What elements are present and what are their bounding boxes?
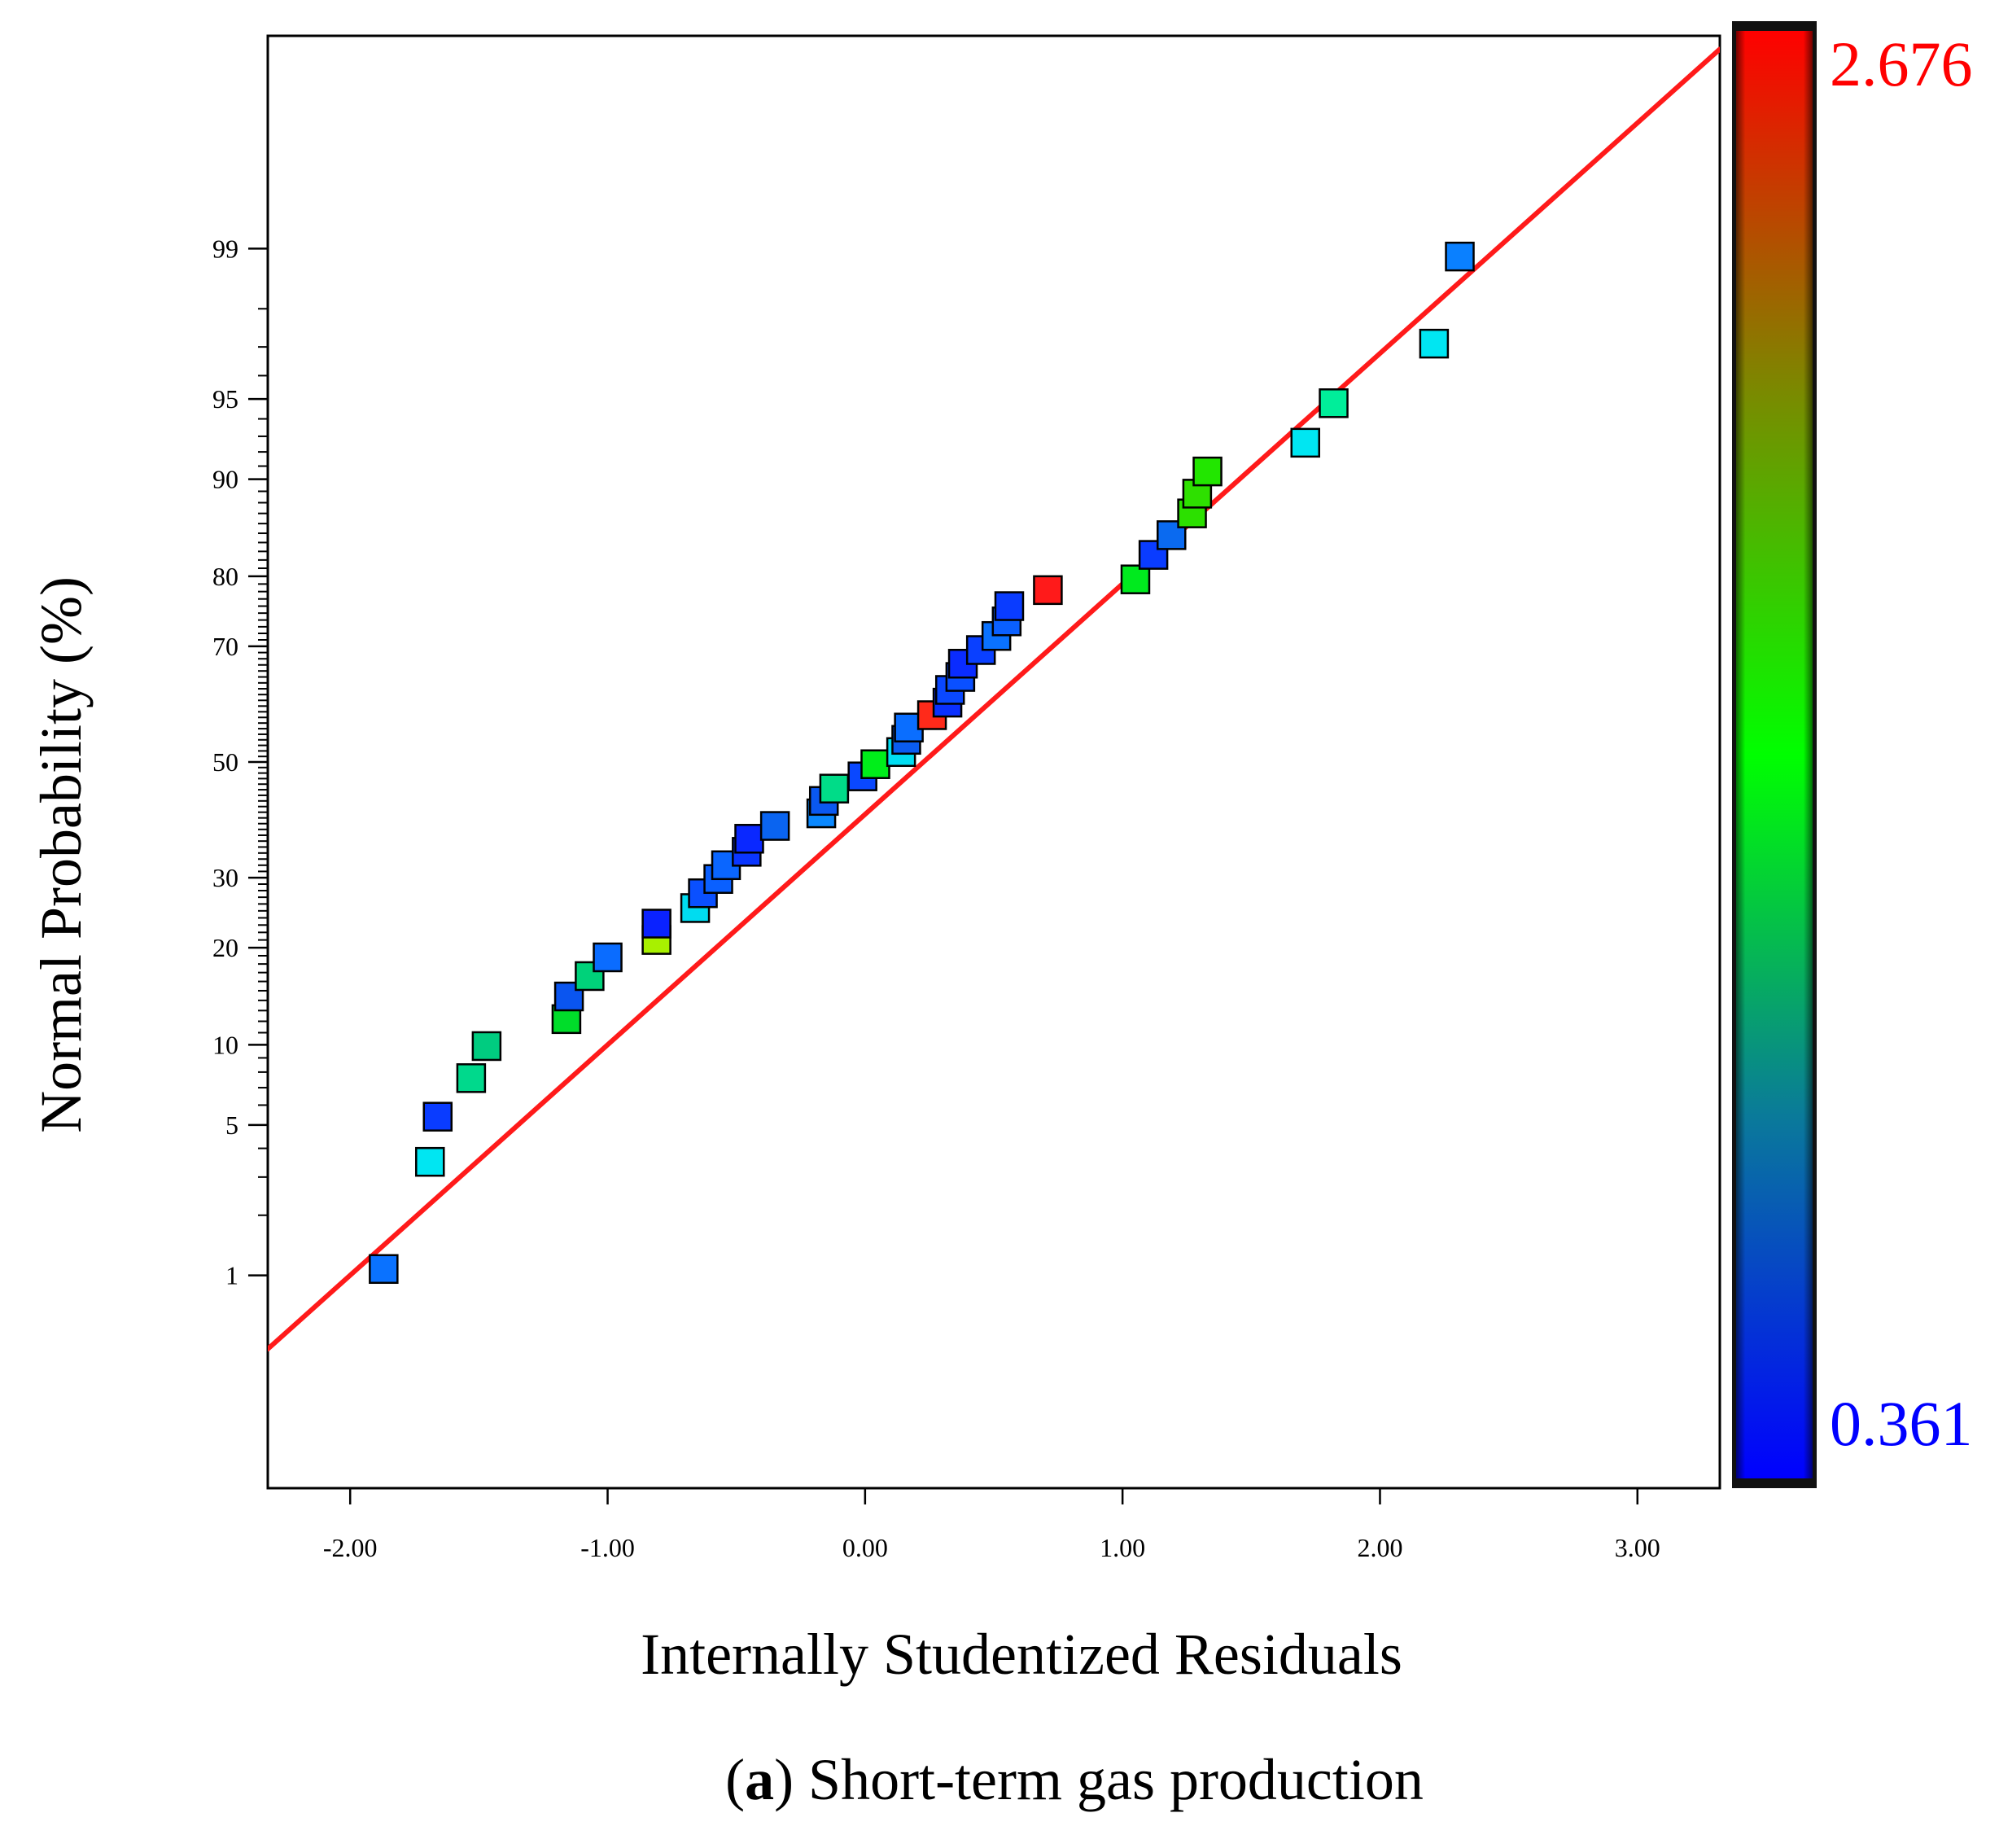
- y-tick-label: 99: [212, 234, 238, 263]
- data-point: [415, 1146, 445, 1177]
- data-point: [1290, 427, 1320, 458]
- y-tick-label: 30: [212, 863, 238, 892]
- y-tick-label: 50: [212, 747, 238, 777]
- data-point: [641, 909, 671, 939]
- x-axis-ticks: -2.00 -1.00 0.00 1.00 2.00 3.00: [323, 1488, 1660, 1562]
- x-tick-label: -2.00: [323, 1533, 378, 1562]
- data-point: [471, 1031, 502, 1062]
- colorbar: 2.676 0.361: [1732, 21, 1973, 1488]
- plot-frame: [266, 34, 1721, 1490]
- y-tick-label: 70: [212, 632, 238, 661]
- y-axis-ticks: 1 5 10 20 30 50 70 80 90 95 99: [212, 234, 268, 1290]
- caption-panel-letter: a: [745, 1747, 774, 1812]
- x-tick-label: 2.00: [1357, 1533, 1402, 1562]
- data-point: [1192, 456, 1223, 487]
- data-point: [994, 591, 1025, 621]
- caption-prefix: (: [725, 1747, 745, 1812]
- data-point: [1419, 328, 1450, 359]
- y-tick-label: 20: [212, 933, 238, 962]
- y-tick-label: 80: [212, 562, 238, 591]
- data-point: [456, 1063, 487, 1093]
- y-tick-label: 10: [212, 1030, 238, 1059]
- caption-text: ) Short-term gas production: [774, 1747, 1424, 1812]
- reference-line: [268, 46, 1720, 1352]
- x-tick-label: 0.00: [842, 1533, 888, 1562]
- colorbar-shade: [1736, 31, 1813, 1478]
- colorbar-min-label: 0.361: [1830, 1388, 1973, 1459]
- data-points: [369, 241, 1475, 1285]
- data-point: [734, 824, 764, 854]
- data-point: [369, 1254, 399, 1285]
- figure-caption: (a) Short-term gas production: [725, 1747, 1424, 1812]
- colorbar-max-label: 2.676: [1830, 28, 1973, 99]
- x-tick-label: 1.00: [1100, 1533, 1145, 1562]
- x-axis-title: Internally Studentized Residuals: [641, 1622, 1402, 1687]
- y-tick-label: 5: [225, 1110, 238, 1140]
- data-point: [860, 749, 890, 779]
- y-tick-label: 95: [212, 384, 238, 414]
- x-tick-label: 3.00: [1615, 1533, 1660, 1562]
- data-point: [593, 942, 623, 973]
- y-tick-label: 90: [212, 465, 238, 494]
- data-point: [1319, 388, 1349, 418]
- y-tick-label: 1: [225, 1261, 238, 1290]
- y-axis-title: Normal Probability (%): [28, 576, 94, 1133]
- data-point: [819, 773, 850, 804]
- data-point: [1033, 575, 1063, 606]
- data-point: [422, 1101, 453, 1132]
- data-point: [1120, 564, 1151, 594]
- data-point: [1445, 241, 1475, 272]
- x-tick-label: -1.00: [580, 1533, 635, 1562]
- data-point: [759, 811, 790, 841]
